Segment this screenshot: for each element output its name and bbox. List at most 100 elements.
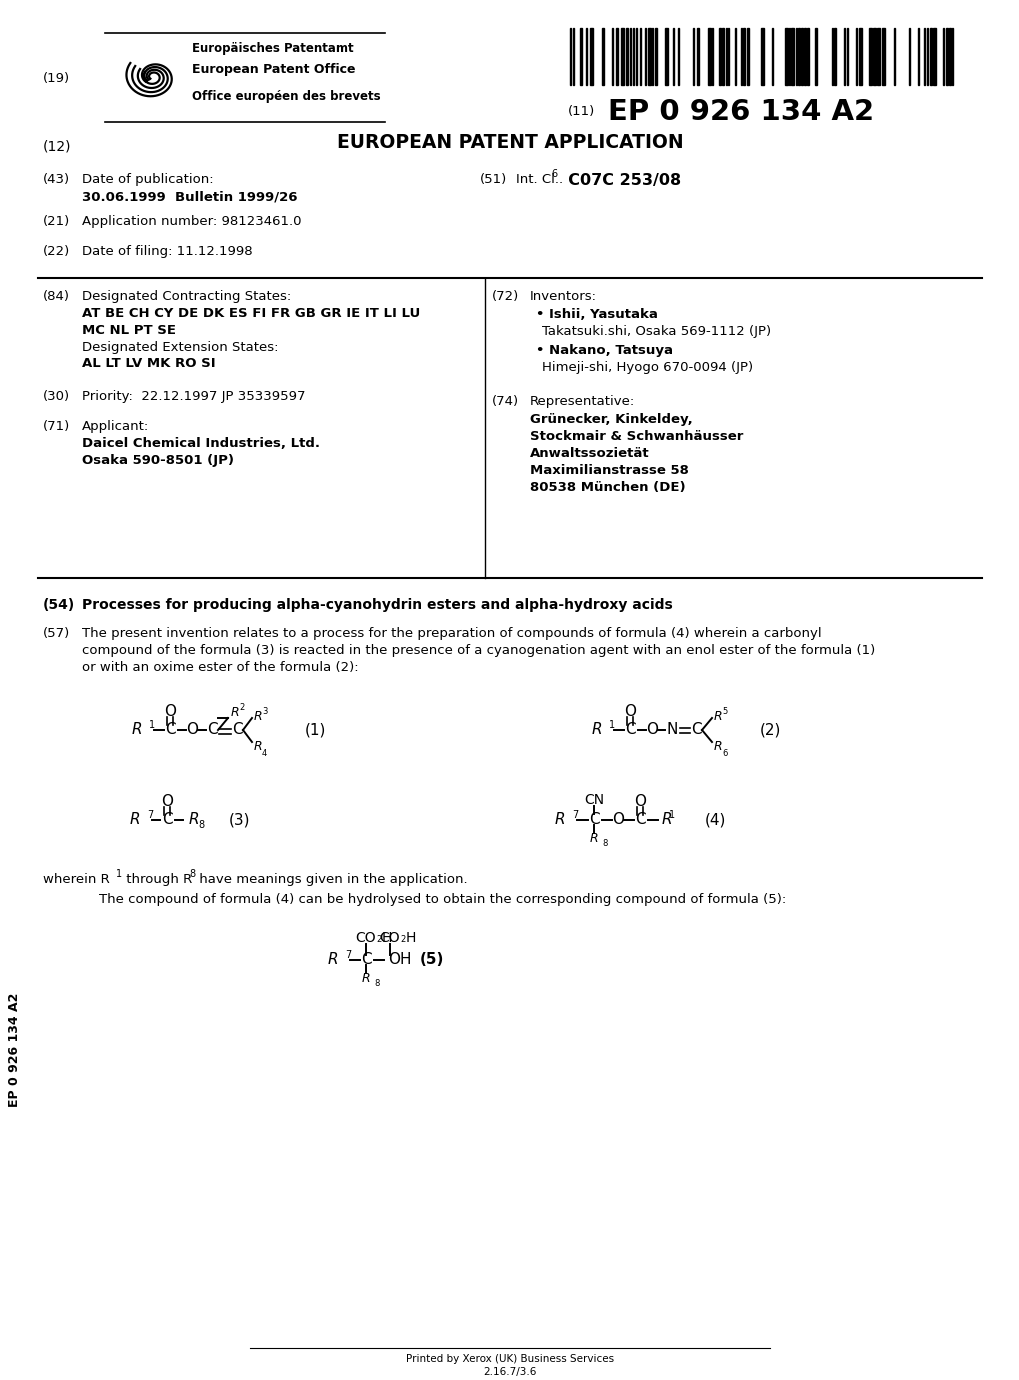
Text: Daicel Chemical Industries, Ltd.: Daicel Chemical Industries, Ltd. [82, 437, 320, 450]
Text: 5: 5 [721, 707, 727, 715]
Text: C: C [164, 723, 175, 737]
Text: EP 0 926 134 A2: EP 0 926 134 A2 [607, 98, 873, 126]
Bar [785, 28, 788, 86]
Text: Himeji-shi, Hyogo 670-0094 (JP): Himeji-shi, Hyogo 670-0094 (JP) [541, 362, 752, 374]
Bar [948, 28, 950, 86]
Bar [742, 28, 744, 86]
Text: 30.06.1999  Bulletin 1999/26: 30.06.1999 Bulletin 1999/26 [82, 190, 298, 203]
Text: C07C 253/08: C07C 253/08 [556, 172, 681, 188]
Bar [814, 28, 816, 86]
Bar [647, 28, 650, 86]
Bar [615, 28, 618, 86]
Bar [872, 28, 875, 86]
Text: C: C [690, 723, 701, 737]
Text: R: R [131, 723, 142, 737]
Text: Designated Contracting States:: Designated Contracting States: [82, 290, 291, 304]
Text: (54): (54) [43, 598, 75, 611]
Text: R: R [189, 813, 200, 828]
Text: O: O [624, 705, 636, 719]
Bar [718, 28, 720, 86]
Text: 4: 4 [262, 748, 267, 758]
Bar [589, 28, 592, 86]
Text: (71): (71) [43, 420, 70, 433]
Text: Date of filing: 11.12.1998: Date of filing: 11.12.1998 [82, 246, 253, 258]
Bar [876, 28, 879, 86]
Text: 1: 1 [668, 810, 675, 820]
Text: O: O [161, 795, 173, 810]
Text: O: O [645, 723, 657, 737]
Text: 2.16.7/3.6: 2.16.7/3.6 [483, 1368, 536, 1377]
Bar [834, 28, 836, 86]
Text: (57): (57) [43, 627, 70, 640]
Text: 6: 6 [550, 168, 556, 179]
Text: (4): (4) [704, 813, 725, 828]
Text: (30): (30) [43, 391, 70, 403]
Bar [800, 28, 802, 86]
Bar [797, 28, 799, 86]
Text: 7: 7 [344, 949, 351, 960]
Text: Application number: 98123461.0: Application number: 98123461.0 [82, 215, 302, 228]
Text: (11): (11) [568, 105, 595, 119]
Bar [929, 28, 931, 86]
Text: 1: 1 [149, 720, 155, 730]
Text: 3: 3 [262, 707, 267, 715]
Text: R: R [254, 709, 262, 723]
Bar [654, 28, 656, 86]
Text: R: R [362, 972, 370, 984]
Text: Anwaltssozietät: Anwaltssozietät [530, 447, 649, 460]
Text: (84): (84) [43, 290, 70, 304]
Bar [945, 28, 947, 86]
Text: 8: 8 [601, 839, 606, 849]
Text: R: R [129, 813, 140, 828]
Text: (51): (51) [480, 172, 506, 186]
Text: (5): (5) [420, 952, 443, 967]
Text: Office européen des brevets: Office européen des brevets [192, 90, 380, 104]
Bar [806, 28, 808, 86]
Bar [621, 28, 624, 86]
Bar [760, 28, 763, 86]
Bar [721, 28, 723, 86]
Text: Printed by Xerox (UK) Business Services: Printed by Xerox (UK) Business Services [406, 1354, 613, 1363]
Text: Representative:: Representative: [530, 395, 635, 408]
Text: Processes for producing alpha-cyanohydrin esters and alpha-hydroxy acids: Processes for producing alpha-cyanohydri… [82, 598, 673, 611]
Text: compound of the formula (3) is reacted in the presence of a cyanogenation agent : compound of the formula (3) is reacted i… [82, 644, 874, 657]
Bar [580, 28, 582, 86]
Text: Date of publication:: Date of publication: [82, 172, 213, 186]
Text: O: O [164, 705, 176, 719]
Text: Inventors:: Inventors: [530, 290, 596, 304]
Text: Takatsuki.shi, Osaka 569-1112 (JP): Takatsuki.shi, Osaka 569-1112 (JP) [541, 326, 770, 338]
Text: 7: 7 [572, 810, 578, 820]
Text: AT BE CH CY DE DK ES FI FR GB GR IE IT LI LU: AT BE CH CY DE DK ES FI FR GB GR IE IT L… [82, 306, 420, 320]
Text: CN: CN [583, 793, 603, 807]
Text: 1: 1 [116, 869, 122, 879]
Text: • Nakano, Tatsuya: • Nakano, Tatsuya [535, 344, 673, 357]
Text: O: O [185, 723, 198, 737]
Text: 2: 2 [376, 936, 381, 944]
Text: O: O [634, 795, 645, 810]
Text: R: R [713, 741, 721, 753]
Text: R: R [661, 813, 672, 828]
Text: EP 0 926 134 A2: EP 0 926 134 A2 [8, 992, 21, 1107]
Text: Maximilianstrasse 58: Maximilianstrasse 58 [530, 464, 688, 477]
Text: 8: 8 [374, 980, 379, 988]
Text: 8: 8 [189, 869, 195, 879]
Bar [746, 28, 748, 86]
Text: AL LT LV MK RO SI: AL LT LV MK RO SI [82, 357, 215, 370]
Text: Priority:  22.12.1997 JP 35339597: Priority: 22.12.1997 JP 35339597 [82, 391, 306, 403]
Text: R: R [591, 723, 601, 737]
Text: through R: through R [122, 874, 192, 886]
Text: 1: 1 [608, 720, 614, 730]
Text: CO: CO [379, 932, 399, 945]
Text: R: R [589, 832, 598, 845]
Text: (21): (21) [43, 215, 70, 228]
Text: C: C [624, 723, 635, 737]
Bar [868, 28, 871, 86]
Bar [803, 28, 805, 86]
Text: (74): (74) [491, 395, 519, 408]
Text: Stockmair & Schwanhäusser: Stockmair & Schwanhäusser [530, 431, 743, 443]
Text: R: R [254, 741, 262, 753]
Bar [626, 28, 628, 86]
Text: H: H [406, 932, 416, 945]
Text: 2: 2 [238, 704, 244, 712]
Text: (22): (22) [43, 246, 70, 258]
